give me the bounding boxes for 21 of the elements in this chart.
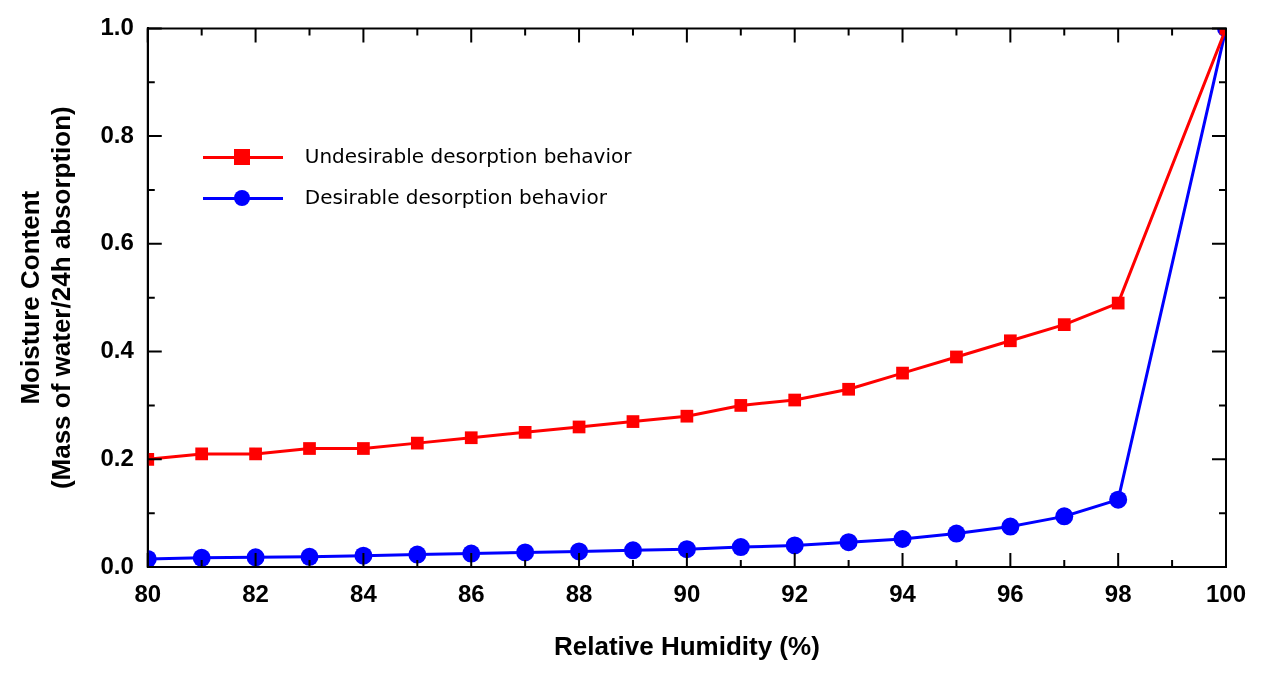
y-tick-label: 0.4 [100, 336, 135, 364]
y-tick-label: 0.6 [100, 228, 134, 256]
legend-label: Desirable desorption behavior [304, 184, 607, 212]
x-tick-label: 90 [673, 580, 701, 608]
x-axis-title: Relative Humidity (%) [553, 630, 820, 661]
x-tick-label: 94 [889, 580, 917, 608]
y-tick-label: 0.8 [100, 120, 134, 148]
y-tick-label: 1.0 [100, 13, 134, 41]
x-tick-label: 96 [997, 580, 1024, 608]
x-tick-label: 100 [1205, 580, 1247, 608]
x-tick-label: 92 [781, 580, 809, 608]
x-tick-label: 82 [242, 580, 269, 608]
x-tick-label: 84 [350, 580, 378, 608]
x-tick-label: 98 [1104, 580, 1132, 608]
y-tick-label: 0.0 [100, 551, 134, 579]
y-tick-label: 0.2 [100, 443, 134, 471]
legend-label: Undesirable desorption behavior [304, 143, 632, 171]
y-axis-title: Moisture Content (Mass of water/24h absorption) [14, 106, 76, 490]
x-tick-label: 88 [565, 580, 593, 608]
x-tick-label: 86 [457, 580, 485, 608]
x-tick-label: 80 [134, 580, 162, 608]
